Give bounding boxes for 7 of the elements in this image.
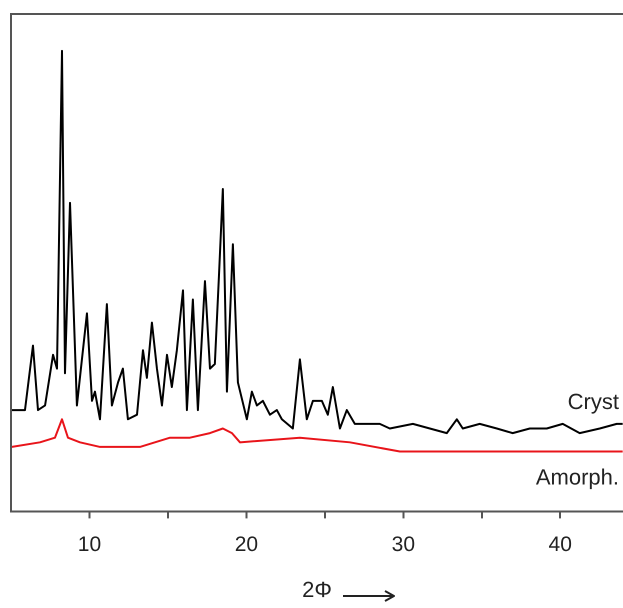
x-tick-label: 10 (78, 532, 102, 556)
x-axis-title: 2Φ (302, 576, 332, 602)
series-label: Cryst (568, 388, 619, 414)
x-tick-label: 20 (234, 532, 258, 556)
x-tick-label: 30 (392, 532, 415, 556)
series-label: Amorph. (536, 464, 619, 490)
x-tick-label: 40 (548, 532, 572, 556)
